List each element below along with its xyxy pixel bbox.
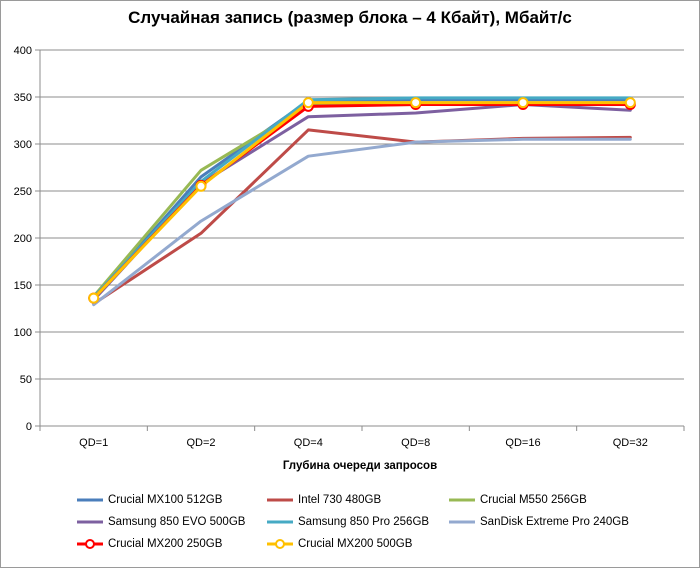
series-line-2 bbox=[92, 103, 632, 298]
series-point-7 bbox=[410, 97, 422, 109]
legend-swatch bbox=[267, 498, 293, 502]
legend-swatch bbox=[267, 539, 293, 549]
y-tick-label: 0 bbox=[26, 421, 32, 433]
legend: Crucial MX100 512GB Intel 730 480GB Crucia… bbox=[76, 492, 696, 552]
series-line-5 bbox=[92, 137, 632, 307]
y-tick-label: 100 bbox=[14, 327, 32, 339]
legend-label: Crucial M550 256GB bbox=[480, 494, 587, 506]
legend-item: Crucial MX200 250GB bbox=[76, 536, 266, 552]
legend-label: Crucial MX100 512GB bbox=[108, 494, 223, 506]
y-tick-label: 300 bbox=[14, 139, 32, 151]
legend-item: Intel 730 480GB bbox=[266, 492, 448, 508]
x-tick-label: QD=2 bbox=[186, 437, 215, 449]
legend-item: SanDisk Extreme Pro 240GB bbox=[448, 514, 678, 530]
legend-label: Samsung 850 EVO 500GB bbox=[108, 516, 246, 528]
series-point-7 bbox=[302, 97, 314, 109]
legend-item: Crucial M550 256GB bbox=[448, 492, 678, 508]
y-tick-label: 400 bbox=[14, 45, 32, 57]
legend-swatch bbox=[77, 520, 103, 524]
y-tick-label: 350 bbox=[14, 92, 32, 104]
series-point-7 bbox=[195, 180, 207, 192]
y-tick-label: 150 bbox=[14, 280, 32, 292]
legend-swatch bbox=[77, 498, 103, 502]
series-line-4 bbox=[92, 96, 632, 299]
x-tick-label: QD=32 bbox=[613, 437, 648, 449]
legend-label: Samsung 850 Pro 256GB bbox=[298, 516, 430, 528]
legend-swatch bbox=[449, 498, 475, 502]
legend-swatch bbox=[267, 520, 293, 524]
y-tick-label: 250 bbox=[14, 186, 32, 198]
legend-label: Intel 730 480GB bbox=[298, 494, 382, 506]
legend-item: Samsung 850 EVO 500GB bbox=[76, 514, 266, 530]
legend-label: Crucial MX200 500GB bbox=[298, 538, 413, 550]
legend-label: SanDisk Extreme Pro 240GB bbox=[480, 516, 629, 528]
series-line-0 bbox=[92, 98, 632, 300]
x-axis-title: Глубина очереди запросов bbox=[283, 460, 437, 472]
legend-label: Crucial MX200 250GB bbox=[108, 538, 223, 550]
x-tick-label: QD=1 bbox=[79, 437, 108, 449]
series-line-7 bbox=[92, 101, 632, 300]
x-tick-label: QD=4 bbox=[294, 437, 323, 449]
legend-item: Samsung 850 Pro 256GB bbox=[266, 514, 448, 530]
chart-title: Случайная запись (размер блока – 4 Кбайт… bbox=[128, 8, 572, 27]
series-line-1 bbox=[92, 128, 632, 306]
y-tick-label: 200 bbox=[14, 233, 32, 245]
x-tick-label: QD=8 bbox=[401, 437, 430, 449]
x-tick-label: QD=16 bbox=[505, 437, 540, 449]
legend-swatch bbox=[449, 520, 475, 524]
legend-item: Crucial MX100 512GB bbox=[76, 492, 266, 508]
series-point-7 bbox=[624, 97, 636, 109]
series-point-7 bbox=[517, 97, 529, 109]
series-point-7 bbox=[88, 292, 100, 304]
legend-swatch bbox=[77, 539, 103, 549]
y-tick-label: 50 bbox=[20, 374, 32, 386]
legend-item: Crucial MX200 500GB bbox=[266, 536, 448, 552]
